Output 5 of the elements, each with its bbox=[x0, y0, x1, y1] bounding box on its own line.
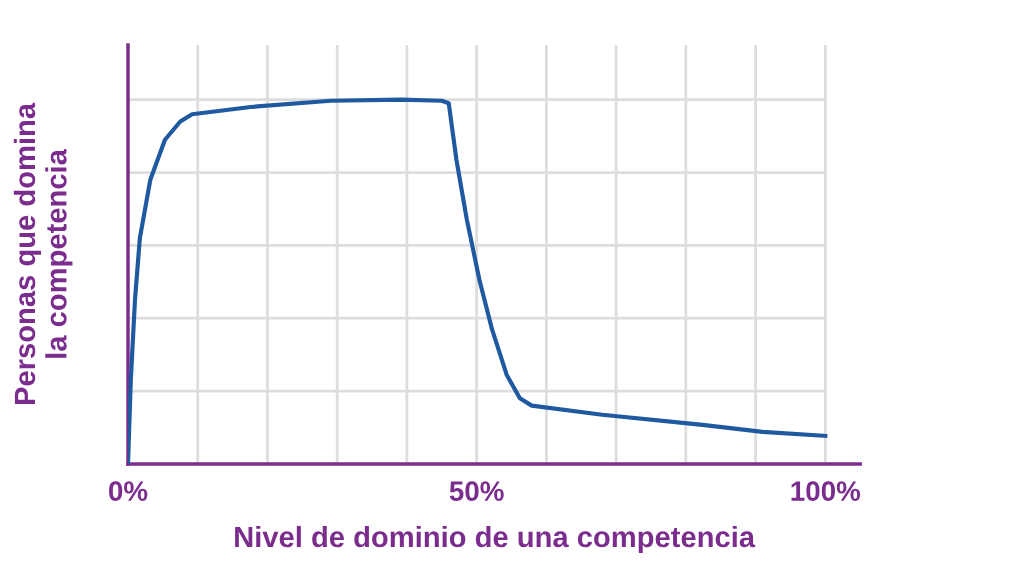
x-tick-label: 50% bbox=[449, 481, 504, 501]
x-tick-label: 100% bbox=[791, 481, 861, 501]
y-axis-title: Personas que domina la competencia bbox=[13, 102, 73, 405]
x-tick-label: 0% bbox=[109, 481, 148, 501]
x-axis-title: Nivel de dominio de una competencia bbox=[235, 525, 756, 554]
